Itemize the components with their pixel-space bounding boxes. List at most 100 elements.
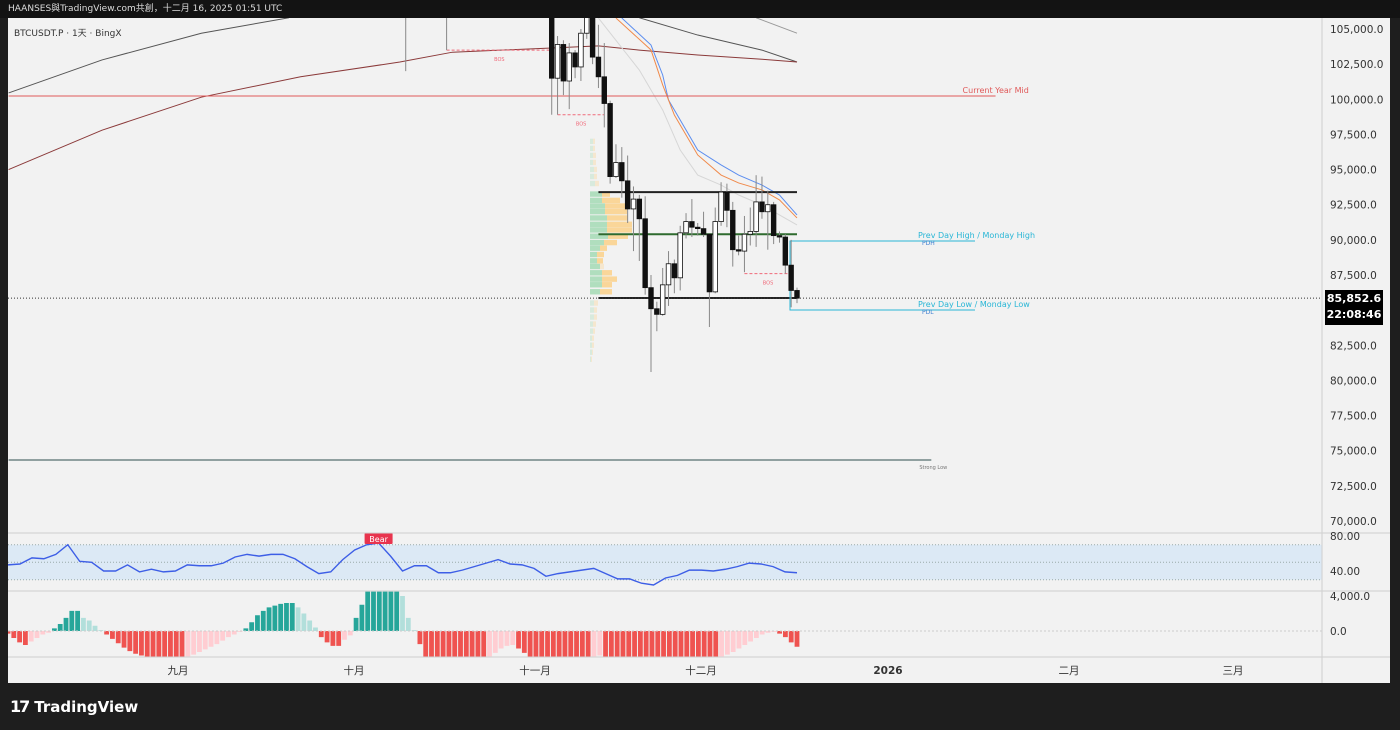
macd-bar-negative xyxy=(649,631,655,657)
candle-up xyxy=(659,284,666,315)
macd-bar-negative xyxy=(423,631,429,657)
candle-down xyxy=(706,233,713,293)
candle-down xyxy=(648,287,654,310)
macd-bar-positive xyxy=(295,607,301,631)
price-pane: Current Year Mid Strong Low Prev Day High … xyxy=(8,18,1322,471)
volume-profile-up-bar xyxy=(590,300,594,306)
macd-bar-positive xyxy=(63,617,69,631)
volume-profile-down-bar xyxy=(594,173,597,180)
level-label: Current Year Mid xyxy=(963,86,1029,95)
candle-up xyxy=(578,32,584,68)
macd-bar-negative xyxy=(591,631,597,657)
volume-profile-up-bar xyxy=(590,233,608,239)
macd-bar-positive xyxy=(405,617,411,631)
candle-up xyxy=(718,191,724,222)
last-price: 85,852.6 xyxy=(1326,292,1382,305)
candle-up xyxy=(630,198,637,210)
candle-down xyxy=(770,204,777,237)
pdh-tag: PDH xyxy=(922,240,935,247)
macd-bar-negative xyxy=(336,631,342,646)
symbol-legend[interactable]: BTCUSDT.P · 1天 · BingX xyxy=(14,29,122,39)
volume-profile-down-bar xyxy=(602,276,617,282)
candle-up xyxy=(683,221,689,234)
volume-profile-up-bar xyxy=(590,289,600,295)
macd-bar-positive xyxy=(371,591,376,631)
bos-label: BOS xyxy=(576,122,586,128)
macd-bar-negative xyxy=(562,631,568,657)
macd-tick-label: 4,000.0 xyxy=(1330,591,1370,603)
volume-profile-up-bar xyxy=(590,251,597,258)
price-tick-label: 102,500.0 xyxy=(1330,59,1383,71)
macd-bar-positive xyxy=(301,613,307,631)
macd-bar-negative xyxy=(179,631,185,657)
volume-profile-down-bar xyxy=(593,145,595,152)
macd-bar-negative xyxy=(603,631,608,657)
macd-bar-positive xyxy=(382,591,388,631)
macd-bar-negative xyxy=(753,631,759,638)
time-tick-label: 九月 xyxy=(168,665,189,677)
candle-down xyxy=(595,56,602,78)
candle-up xyxy=(753,201,759,232)
volume-profile-down-bar xyxy=(591,356,592,362)
volume-profile-up-bar xyxy=(590,221,607,227)
candle-down xyxy=(695,226,701,230)
macd-bar-negative xyxy=(463,631,469,657)
macd-bar-negative xyxy=(104,631,110,635)
volume-profile-up-bar xyxy=(590,215,607,221)
macd-bar-negative xyxy=(429,631,434,657)
rsi-pane: Bear xyxy=(8,533,1322,586)
macd-bar-negative xyxy=(28,631,34,642)
tradingview-logo[interactable]: 17 TradingView xyxy=(10,697,138,716)
price-tick-label: 87,500.0 xyxy=(1330,270,1377,282)
candle-down xyxy=(589,18,596,58)
macd-bar-positive xyxy=(388,591,394,631)
macd-bar-negative xyxy=(655,631,661,657)
macd-bar-positive xyxy=(313,627,318,631)
candle-down xyxy=(549,18,555,79)
candle-up xyxy=(741,233,748,252)
macd-bar-negative xyxy=(724,631,730,655)
macd-bar-positive xyxy=(307,620,313,631)
moving-average-line xyxy=(621,18,798,216)
macd-bar-positive xyxy=(411,630,417,631)
macd-bar-negative xyxy=(446,631,452,657)
macd-bar-negative xyxy=(608,631,614,657)
candle-down xyxy=(671,263,678,279)
macd-bar-negative xyxy=(17,631,23,643)
price-tick-label: 92,500.0 xyxy=(1330,200,1377,212)
volume-profile-up-bar xyxy=(590,173,594,180)
time-tick-label: 十月 xyxy=(344,664,365,677)
macd-bar-negative xyxy=(527,631,533,657)
macd-bar-negative xyxy=(736,631,742,649)
volume-profile-down-bar xyxy=(593,138,595,145)
price-tick-label: 70,000.0 xyxy=(1330,516,1377,528)
volume-profile-down-bar xyxy=(592,335,594,341)
macd-bar-negative xyxy=(498,631,504,649)
volume-profile-down-bar xyxy=(594,314,597,320)
volume-profile-up-bar xyxy=(590,227,607,233)
bos-label: BOS xyxy=(494,57,504,63)
time-tick-label: 三月 xyxy=(1223,665,1244,677)
macd-bar-negative xyxy=(794,631,800,647)
volume-profile-up-bar xyxy=(590,282,602,288)
macd-bar-negative xyxy=(168,631,173,657)
volume-profile-down-bar xyxy=(607,215,628,221)
macd-bar-negative xyxy=(492,631,498,653)
volume-profile-up-bar xyxy=(590,263,600,270)
volume-profile-up-bar xyxy=(590,276,602,282)
volume-profile-up-bar xyxy=(590,335,592,341)
macd-bar-negative xyxy=(481,631,487,657)
macd-bar-negative xyxy=(550,631,556,657)
last-price-tag: 85,852.6 22:08:46 xyxy=(1325,290,1383,325)
price-tick-label: 72,500.0 xyxy=(1330,481,1377,493)
macd-bar-negative xyxy=(324,631,330,643)
macd-bar-positive xyxy=(81,617,86,631)
volume-profile-down-bar xyxy=(602,270,612,276)
macd-bar-negative xyxy=(643,631,649,657)
macd-bar-positive xyxy=(394,591,400,631)
macd-bar-negative xyxy=(330,631,336,646)
macd-bar-negative xyxy=(127,631,133,652)
candle-down xyxy=(724,191,730,211)
macd-bar-negative xyxy=(637,631,643,657)
